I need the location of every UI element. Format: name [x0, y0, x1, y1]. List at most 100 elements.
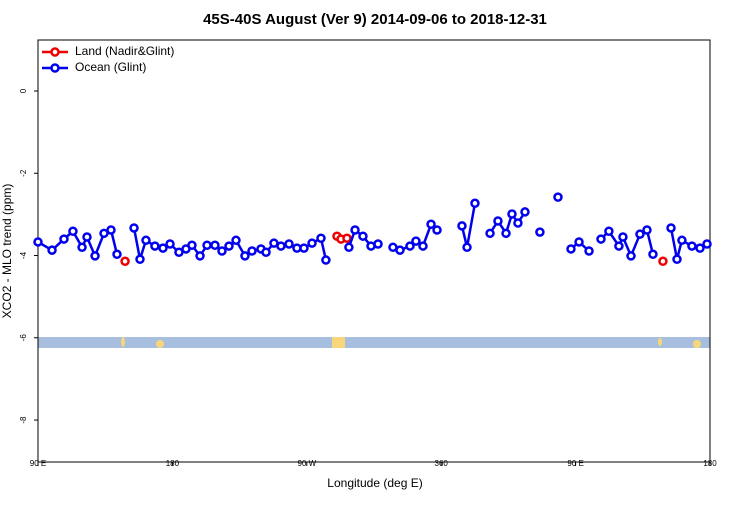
- data-point: [584, 246, 594, 256]
- data-point: [485, 228, 495, 239]
- data-point: [68, 226, 78, 237]
- x-tick-label: 360: [435, 459, 449, 468]
- data-point: [224, 241, 234, 251]
- y-tick-label: -8: [19, 416, 28, 424]
- data-point: [432, 225, 442, 235]
- land-patch: [693, 340, 701, 348]
- x-tick-label: 90 W: [297, 459, 316, 468]
- data-point: [574, 237, 584, 247]
- data-point: [658, 256, 668, 267]
- data-point: [33, 237, 43, 247]
- data-point: [666, 223, 676, 233]
- data-point: [120, 256, 130, 267]
- data-point: [373, 239, 383, 249]
- data-point: [261, 247, 271, 257]
- land-mask-strip: [38, 337, 710, 348]
- data-point: [344, 242, 354, 253]
- y-axis-label: XCO2 - MLO trend (ppm): [0, 184, 14, 319]
- data-point: [47, 245, 57, 255]
- data-point: [596, 234, 606, 244]
- y-tick-label: -4: [19, 251, 28, 259]
- data-point: [648, 249, 658, 260]
- data-point: [106, 225, 116, 235]
- data-point: [642, 225, 652, 235]
- x-tick-label: 90 E: [567, 459, 583, 468]
- data-point: [77, 242, 87, 253]
- plot-frame: [37, 39, 711, 463]
- data-point: [614, 241, 624, 251]
- data-point: [395, 245, 405, 255]
- data-point: [635, 229, 645, 239]
- data-point: [501, 228, 511, 239]
- data-point: [150, 241, 160, 251]
- ocean-strip: [38, 337, 710, 348]
- data-point: [507, 209, 517, 219]
- data-point: [195, 251, 205, 261]
- data-point: [316, 233, 326, 243]
- data-point: [411, 236, 421, 246]
- data-point: [687, 241, 697, 251]
- data-point: [59, 234, 69, 244]
- data-point: [307, 238, 317, 248]
- land-patch: [121, 337, 125, 347]
- data-point: [677, 235, 687, 246]
- data-point: [535, 227, 545, 237]
- data-point: [470, 198, 480, 209]
- data-point: [135, 254, 145, 264]
- legend-label: Land (Nadir&Glint): [75, 44, 174, 58]
- data-point: [158, 243, 168, 253]
- x-tick-label: 180: [703, 459, 717, 468]
- data-point: [240, 251, 250, 261]
- data-point: [457, 221, 467, 231]
- data-point: [187, 240, 197, 250]
- data-point: [672, 254, 682, 264]
- data-point: [284, 239, 294, 249]
- data-point: [626, 251, 636, 261]
- data-point: [566, 244, 576, 254]
- data-point: [82, 232, 92, 242]
- data-point: [426, 219, 436, 230]
- data-point: [165, 239, 175, 249]
- data-point: [202, 240, 212, 250]
- data-point: [618, 232, 628, 242]
- data-point: [405, 241, 415, 251]
- data-point: [462, 242, 472, 253]
- data-point: [210, 240, 220, 250]
- y-tick-label: 0: [19, 88, 28, 93]
- data-point: [695, 243, 705, 253]
- data-point: [99, 228, 109, 239]
- data-point: [520, 207, 530, 217]
- data-point: [493, 216, 503, 226]
- legend-label: Ocean (Glint): [75, 60, 146, 74]
- legend-marker: [50, 63, 60, 73]
- land-patch: [332, 337, 345, 348]
- y-tick-label: -6: [19, 334, 28, 342]
- data-point: [350, 225, 360, 235]
- data-point: [358, 231, 368, 241]
- data-point: [141, 235, 151, 246]
- legend-marker: [50, 47, 60, 57]
- data-point: [112, 249, 122, 260]
- data-point: [129, 223, 139, 233]
- data-point: [174, 247, 184, 257]
- data-point: [247, 246, 257, 256]
- land-patch: [156, 340, 164, 348]
- data-point: [604, 226, 614, 237]
- data-point: [217, 246, 227, 256]
- x-axis-label: Longitude (deg E): [327, 476, 422, 490]
- land-patch: [658, 338, 662, 346]
- data-point: [276, 241, 286, 251]
- data-point: [231, 235, 241, 246]
- data-point: [299, 243, 309, 253]
- data-point: [342, 233, 352, 243]
- data-point: [321, 255, 331, 265]
- data-point: [553, 192, 563, 202]
- data-point: [513, 218, 523, 228]
- x-tick-label: 180: [166, 459, 180, 468]
- data-point: [90, 251, 100, 261]
- x-tick-label: 90 E: [30, 459, 46, 468]
- y-tick-label: -2: [19, 169, 28, 177]
- chart-title: 45S-40S August (Ver 9) 2014-09-06 to 201…: [203, 11, 547, 28]
- data-point: [702, 239, 712, 249]
